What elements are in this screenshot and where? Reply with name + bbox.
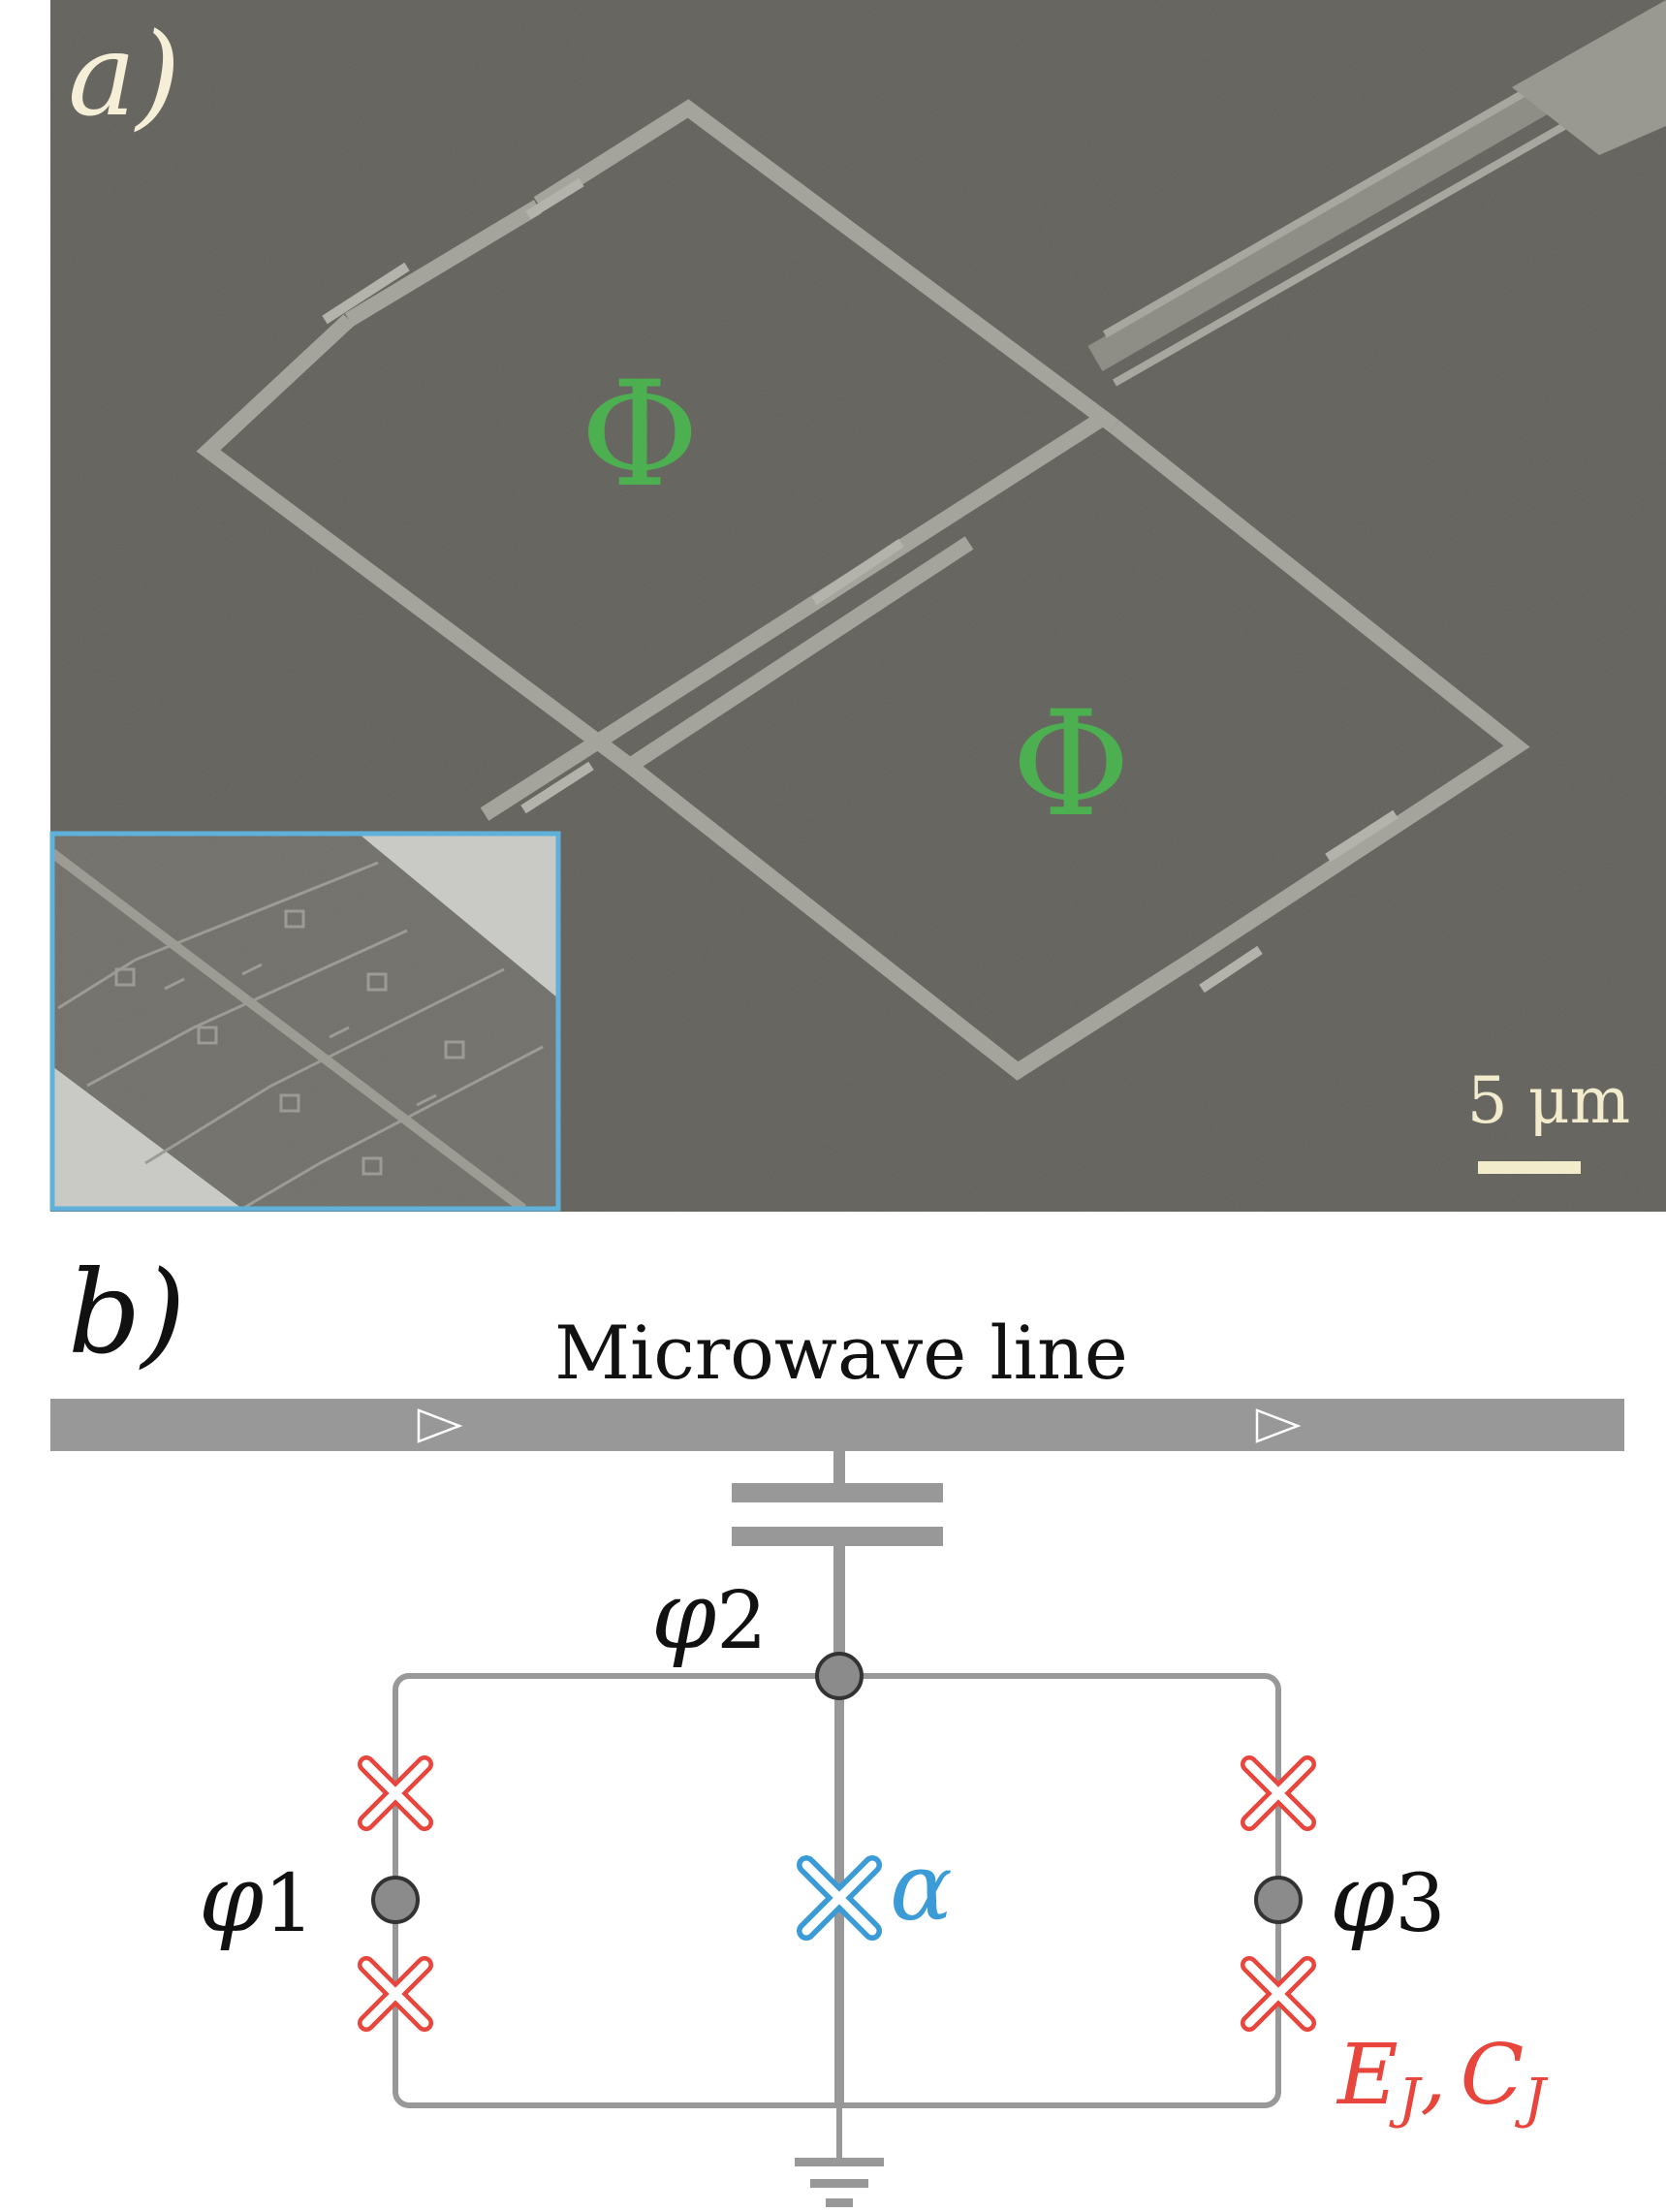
node-phi2 bbox=[815, 1652, 864, 1700]
junction-params-label: EJ, CJ bbox=[1336, 2027, 1549, 2131]
junction-pads bbox=[322, 177, 1399, 994]
panel-b-label: b) bbox=[68, 1246, 186, 1379]
node-label-phi1: φ1 bbox=[199, 1845, 314, 1953]
node-label-phi3: φ3 bbox=[1330, 1845, 1445, 1953]
alpha-label: α bbox=[890, 1833, 953, 1942]
circuit-diagram: b) Microwave line bbox=[50, 1246, 1624, 2207]
direction-arrow-left bbox=[417, 1408, 463, 1443]
node-phi1 bbox=[371, 1876, 420, 1924]
microwave-line bbox=[50, 1399, 1624, 1451]
node-label-phi2: φ2 bbox=[651, 1562, 767, 1670]
squid-loops bbox=[196, 99, 1530, 1081]
ground-symbol bbox=[795, 2158, 884, 2207]
microwave-line-label: Microwave line bbox=[554, 1310, 1128, 1396]
node-phi3 bbox=[1254, 1876, 1303, 1924]
sem-image: Φ Φ a) 5 μm bbox=[49, 0, 1666, 1212]
flux-label-upper: Φ bbox=[581, 351, 700, 520]
scale-bar bbox=[1478, 1161, 1581, 1174]
panel-a-label: a) bbox=[68, 8, 180, 142]
bias-lead bbox=[1087, 0, 1666, 387]
inset-border bbox=[49, 831, 561, 1212]
inset-image bbox=[49, 831, 561, 1212]
flux-label-lower: Φ bbox=[1012, 680, 1131, 849]
scale-bar-label: 5 μm bbox=[1467, 1063, 1630, 1138]
coupling-capacitor bbox=[732, 1451, 943, 1677]
direction-arrow-right bbox=[1255, 1408, 1302, 1443]
